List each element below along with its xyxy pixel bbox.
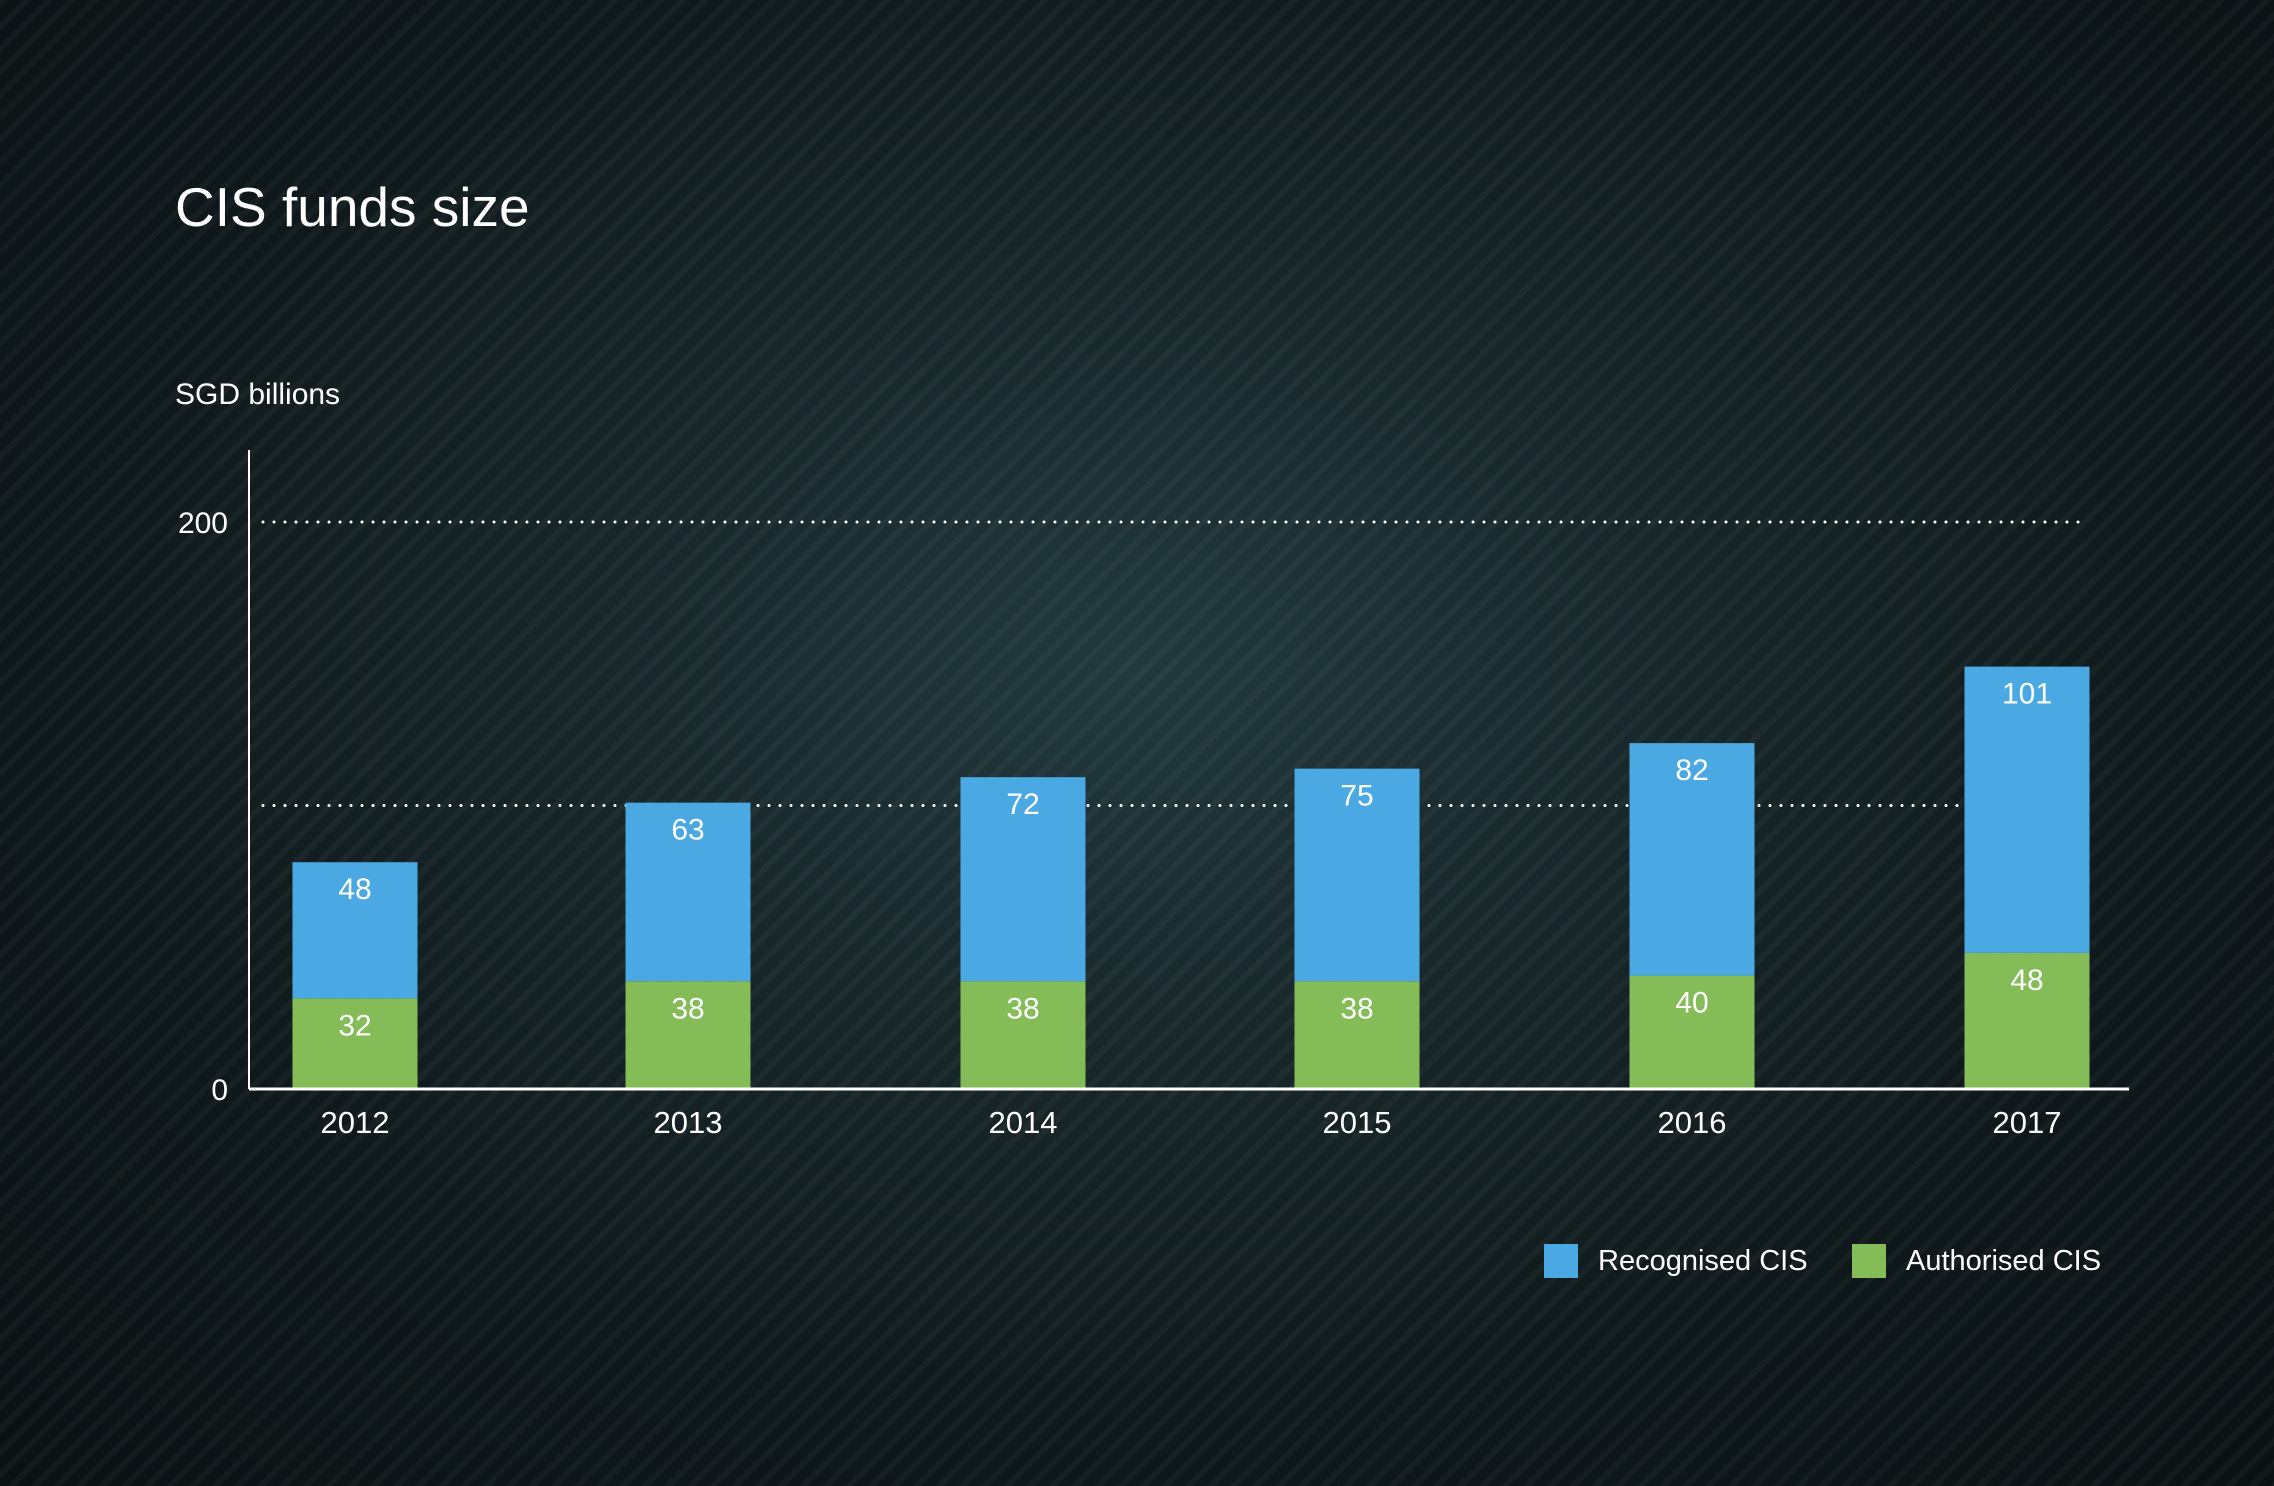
bar-recognised (960, 777, 1086, 982)
y-axis-label: SGD billions (175, 378, 341, 411)
data-label: 75 (1340, 780, 1373, 813)
legend-item-recognised: Recognised CIS (1544, 1244, 1808, 1278)
chart-title: CIS funds size (175, 176, 530, 238)
bar-recognised (625, 802, 751, 982)
data-label: 48 (2010, 964, 2043, 997)
y-tick-label: 0 (211, 1074, 228, 1107)
bar-recognised (1629, 743, 1755, 976)
data-label: 101 (2002, 678, 2052, 711)
legend-item-authorised: Authorised CIS (1852, 1244, 2101, 1278)
x-tick-label: 2017 (1993, 1105, 2062, 1140)
bar-authorised (1964, 952, 2090, 1089)
data-label: 72 (1006, 788, 1039, 821)
data-label: 32 (338, 1009, 371, 1042)
bar-recognised (292, 862, 418, 999)
x-tick-label: 2013 (654, 1105, 723, 1140)
data-label: 38 (671, 992, 704, 1025)
bar-recognised (1294, 768, 1420, 982)
x-tick-label: 2014 (989, 1105, 1058, 1140)
data-label: 48 (338, 873, 371, 906)
data-label: 38 (1340, 992, 1373, 1025)
bar-authorised (1629, 975, 1755, 1089)
x-tick-label: 2016 (1658, 1105, 1727, 1140)
y-tick-label: 200 (178, 507, 228, 540)
legend-label-recognised: Recognised CIS (1598, 1244, 1808, 1277)
data-label: 63 (671, 814, 704, 847)
x-tick-label: 2015 (1323, 1105, 1392, 1140)
bar-authorised (625, 981, 751, 1089)
data-label: 38 (1006, 992, 1039, 1025)
legend-swatch-recognised (1544, 1244, 1578, 1278)
data-label: 40 (1675, 987, 1708, 1020)
bar-authorised (960, 981, 1086, 1089)
legend-swatch-authorised (1852, 1244, 1886, 1278)
bar-authorised (292, 998, 418, 1089)
bar-recognised (1964, 666, 2090, 953)
x-tick-label: 2012 (321, 1105, 390, 1140)
data-label: 82 (1675, 754, 1708, 787)
bar-authorised (1294, 981, 1420, 1089)
legend-label-authorised: Authorised CIS (1906, 1244, 2102, 1277)
